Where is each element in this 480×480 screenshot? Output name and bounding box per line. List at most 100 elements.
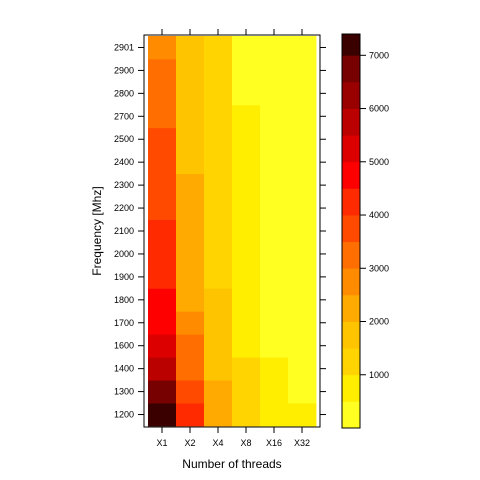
y-tick-label: 2400 [114, 157, 134, 167]
heatmap-cell [204, 242, 233, 266]
heatmap-cell [288, 311, 317, 335]
y-tick-label: 1200 [114, 410, 134, 420]
y-tick-label: 2000 [114, 249, 134, 259]
colorbar-tick-label: 3000 [369, 263, 389, 273]
heatmap-cell [204, 127, 233, 152]
x-tick-label: X8 [240, 438, 251, 448]
y-tick-label: 1400 [114, 364, 134, 374]
heatmap-cell [232, 288, 261, 312]
y-tick-label: 2500 [114, 134, 134, 144]
colorbar-segment [342, 268, 360, 296]
heatmap-cell [148, 380, 177, 404]
heatmap-cell [232, 403, 261, 427]
y-tick-label: 2100 [114, 226, 134, 236]
heatmap-cell [204, 81, 233, 106]
heatmap-cell [204, 150, 233, 175]
y-tick-label: 1800 [114, 295, 134, 305]
heatmap-cell [176, 311, 205, 335]
colorbar-segment [342, 108, 360, 136]
heatmap-cell [260, 150, 289, 175]
heatmap-cell [260, 173, 289, 197]
heatmap-cell [288, 403, 317, 427]
heatmap-cell [232, 380, 261, 404]
heatmap-cell [176, 196, 205, 220]
heatmap-cell [176, 403, 205, 427]
heatmap-cell [148, 265, 177, 289]
heatmap-cell [176, 58, 205, 83]
heatmap-cell [288, 36, 317, 60]
colorbar-tick-label: 1000 [369, 370, 389, 380]
heatmap-cell [232, 58, 261, 83]
heatmap-cell [260, 104, 289, 129]
heatmap-cell [204, 219, 233, 243]
y-axis-title: Frequency [Mhz] [90, 186, 104, 275]
heatmap-cell [232, 196, 261, 220]
heatmap-cell [260, 403, 289, 427]
heatmap-cell [204, 196, 233, 220]
heatmap-cell [176, 288, 205, 312]
heatmap-cell [288, 357, 317, 381]
colorbar-segment [342, 55, 360, 83]
heatmap-cell [148, 173, 177, 197]
heatmap-cell [148, 104, 177, 129]
heatmap-cell [260, 265, 289, 289]
heatmap-cell [232, 242, 261, 266]
colorbar-segment [342, 161, 360, 189]
heatmap-cell [260, 242, 289, 266]
heatmap-cell [232, 104, 261, 129]
y-axis: 1200 1300 1400 1600 1700 1800 1900 2000 2100 2200… [114, 42, 326, 420]
x-tick-label: X2 [184, 438, 195, 448]
heatmap-cell [176, 36, 205, 60]
heatmap-cell [232, 173, 261, 197]
colorbar-segment [342, 135, 360, 163]
y-tick-label: 2901 [114, 42, 134, 52]
colorbar-axis: 1000 2000 3000 4000 5000 6000 7000 [360, 50, 389, 380]
heatmap-cell [148, 403, 177, 427]
heatmap-cell [148, 219, 177, 243]
heatmap-cell [148, 127, 177, 152]
heatmap-cell [232, 219, 261, 243]
y-tick-label: 2200 [114, 203, 134, 213]
y-tick-label: 1300 [114, 387, 134, 397]
heatmap-cell [148, 150, 177, 175]
heatmap-cell [204, 58, 233, 83]
heatmap-cell [148, 242, 177, 266]
heatmap-cell [288, 196, 317, 220]
colorbar-tick-label: 5000 [369, 157, 389, 167]
y-tick-label: 2800 [114, 88, 134, 98]
heatmap-cell [176, 127, 205, 152]
heatmap-cell [260, 334, 289, 358]
x-tick-label: X4 [212, 438, 223, 448]
heatmap-cell [232, 311, 261, 335]
heatmap-cell [148, 81, 177, 106]
colorbar [342, 34, 360, 429]
heatmap-cell [204, 311, 233, 335]
y-tick-label: 1700 [114, 318, 134, 328]
x-tick-label: X16 [266, 438, 282, 448]
heatmap-cell [204, 403, 233, 427]
x-axis-title: Number of threads [182, 457, 281, 471]
colorbar-segment [342, 215, 360, 243]
heatmap-cell [288, 288, 317, 312]
heatmap-cell [176, 150, 205, 175]
colorbar-tick-label: 6000 [369, 104, 389, 114]
heatmap-cell [204, 104, 233, 129]
heatmap-cell [232, 81, 261, 106]
x-tick-label: X1 [156, 438, 167, 448]
heatmap-cell [288, 58, 317, 83]
heatmap-cell [288, 127, 317, 152]
heatmap-cell [148, 288, 177, 312]
heatmap-cell [176, 173, 205, 197]
colorbar-frame [341, 33, 361, 429]
heatmap-cell [288, 173, 317, 197]
heatmap-cell [260, 311, 289, 335]
heatmap-cell [288, 150, 317, 175]
heatmap-cell [204, 265, 233, 289]
y-tick-label: 2900 [114, 65, 134, 75]
heatmap-cell [204, 334, 233, 358]
colorbar-segment [342, 81, 360, 109]
colorbar-tick-label: 7000 [369, 50, 389, 60]
heatmap-cell [148, 36, 177, 60]
colorbar-tick-label: 2000 [369, 317, 389, 327]
